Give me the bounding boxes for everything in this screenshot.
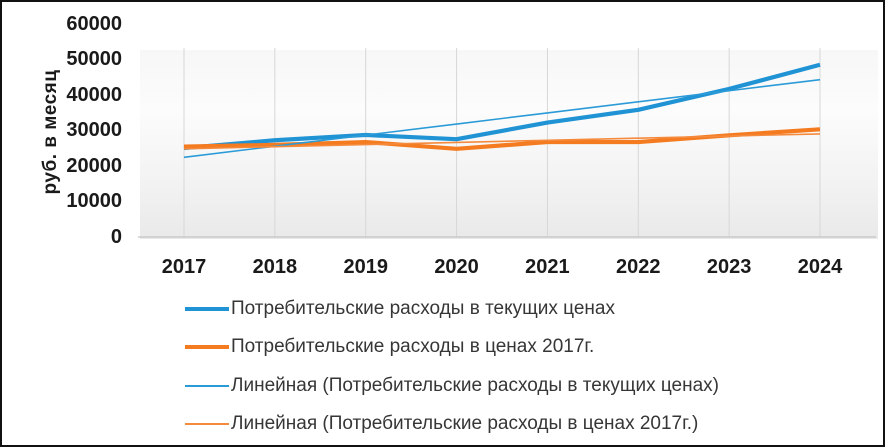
x-tick-2018: 2018 [252, 256, 298, 278]
legend-line-swatch-4 [185, 422, 229, 425]
legend-item-4: Линейная (Потребительские расходы в цена… [185, 412, 698, 436]
legend-line-swatch-2 [185, 345, 229, 350]
y-tick-60000: 60000 [66, 13, 122, 35]
y-tick-20000: 20000 [66, 154, 122, 177]
x-tick-2017: 2017 [161, 256, 207, 278]
x-tick-2023: 2023 [706, 256, 752, 278]
x-tick-2022: 2022 [616, 256, 661, 278]
legend-label-1: Потребительские расходы в текущих ценах [231, 298, 615, 319]
x-tick-2024: 2024 [797, 256, 843, 278]
legend-item-3: Линейная (Потребительские расходы в теку… [185, 374, 719, 398]
x-tick-2019: 2019 [343, 256, 388, 278]
y-tick-10000: 10000 [66, 190, 122, 213]
legend-item-1: Потребительские расходы в текущих ценах [185, 297, 615, 321]
x-tick-2020: 2020 [434, 256, 479, 278]
y-tick-30000: 30000 [66, 119, 122, 142]
legend-line-swatch-1 [185, 307, 229, 311]
legend-item-2: Потребительские расходы в ценах 2017г. [185, 335, 594, 359]
legend-line-swatch-3 [185, 384, 229, 387]
series-line-4-trend [183, 133, 821, 150]
y-tick-40000: 40000 [66, 83, 122, 106]
y-tick-0: 0 [110, 225, 122, 248]
legend-label-2: Потребительские расходы в ценах 2017г. [231, 336, 595, 358]
x-tick-2021: 2021 [525, 256, 570, 278]
legend-label-3: Линейная (Потребительские расходы в теку… [231, 374, 720, 396]
legend-label-4: Линейная (Потребительские расходы в цена… [231, 412, 699, 434]
y-tick-50000: 50000 [66, 48, 122, 71]
series-line-3-trend [183, 78, 821, 159]
